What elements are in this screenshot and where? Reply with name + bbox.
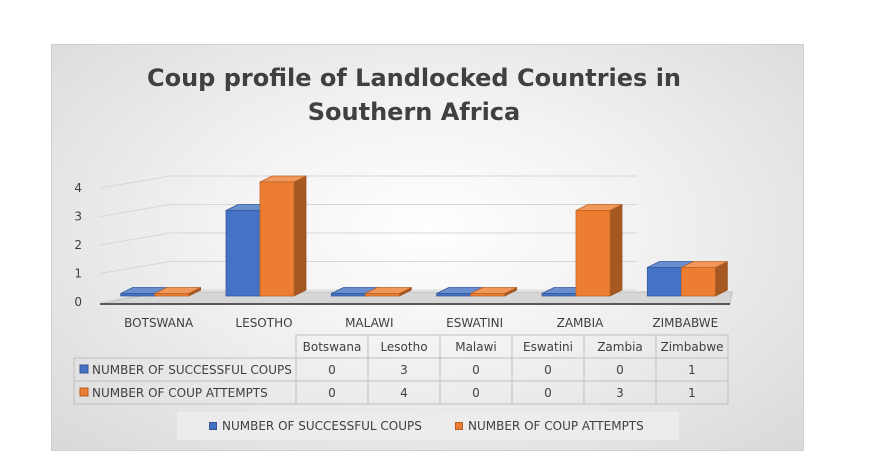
legend-swatch-attempts (455, 422, 463, 430)
table-row-label-attempts: NUMBER OF COUP ATTEMPTS (92, 386, 268, 400)
x-tick-label-eswatini: ESWATINI (446, 316, 503, 330)
y-tick-label-4: 4 (74, 181, 82, 195)
table-cell-attempts-lesotho: 4 (400, 386, 408, 400)
y-tick-label-1: 1 (74, 267, 82, 281)
table-cell-attempts-eswatini: 0 (544, 386, 552, 400)
table-cell-successful-zambia: 0 (616, 363, 624, 377)
table-header-zambia: Zambia (597, 340, 643, 354)
table-row-label-successful: NUMBER OF SUCCESSFUL COUPS (92, 363, 292, 377)
x-tick-label-zimbabwe: ZIMBABWE (652, 316, 718, 330)
table-header-botswana: Botswana (303, 340, 362, 354)
legend-label-successful: NUMBER OF SUCCESSFUL COUPS (222, 419, 422, 433)
chart-title-line-2: Southern Africa (307, 98, 521, 126)
chart-title-line-1: Coup profile of Landlocked Countries in (146, 64, 682, 92)
legend-label-attempts: NUMBER OF COUP ATTEMPTS (468, 419, 644, 433)
bar-attempts-botswana (154, 286, 202, 297)
table-cell-attempts-botswana: 0 (328, 386, 336, 400)
y-tick-label-0: 0 (74, 295, 82, 309)
table-cell-successful-botswana: 0 (328, 363, 336, 377)
table-header-malawi: Malawi (455, 340, 497, 354)
chart-legend: NUMBER OF SUCCESSFUL COUPS NUMBER OF COU… (177, 412, 679, 440)
chart-title: Coup profile of Landlocked Countries in … (52, 61, 776, 129)
gridlines (99, 175, 637, 303)
table-cell-successful-eswatini: 0 (544, 363, 552, 377)
bar-attempts-zambia (575, 203, 623, 297)
table-cell-attempts-zimbabwe: 1 (688, 386, 696, 400)
table-cell-attempts-zambia: 3 (616, 386, 624, 400)
legend-item-attempts: NUMBER OF COUP ATTEMPTS (455, 419, 644, 433)
table-legend-key-attempts (79, 387, 89, 397)
gridline-3 (99, 204, 637, 217)
bar-attempts-malawi (364, 286, 412, 297)
chart-plot: 0 1 2 3 4 BOTSWANA LESOTHO MALAWI ESWATINI ZAMBIA… (73, 175, 733, 405)
x-tick-label-lesotho: LESOTHO (235, 316, 292, 330)
bar-attempts-lesotho (259, 175, 307, 297)
gridline-1 (99, 261, 637, 274)
x-tick-label-botswana: BOTSWANA (124, 316, 194, 330)
bar-attempts-zimbabwe (680, 260, 728, 297)
y-tick-label-3: 3 (74, 210, 82, 224)
data-table: Botswana Lesotho Malawi Eswatini Zambia Zimba… (73, 334, 729, 405)
gridline-4 (99, 175, 637, 189)
table-header-lesotho: Lesotho (380, 340, 427, 354)
gridline-2 (99, 232, 637, 246)
y-tick-label-2: 2 (74, 238, 82, 252)
bar-attempts-eswatini (470, 286, 518, 297)
table-header-eswatini: Eswatini (523, 340, 573, 354)
table-cell-successful-lesotho: 3 (400, 363, 408, 377)
table-header-zimbabwe: Zimbabwe (660, 340, 723, 354)
table-cell-successful-zimbabwe: 1 (688, 363, 696, 377)
x-tick-label-zambia: ZAMBIA (557, 316, 605, 330)
x-tick-label-malawi: MALAWI (345, 316, 393, 330)
table-cell-attempts-malawi: 0 (472, 386, 480, 400)
legend-swatch-successful (209, 422, 217, 430)
chart-area: Coup profile of Landlocked Countries in … (51, 44, 804, 451)
table-cell-successful-malawi: 0 (472, 363, 480, 377)
legend-item-successful: NUMBER OF SUCCESSFUL COUPS (209, 419, 422, 433)
table-legend-key-successful (79, 364, 89, 374)
floor-plane (99, 291, 733, 305)
